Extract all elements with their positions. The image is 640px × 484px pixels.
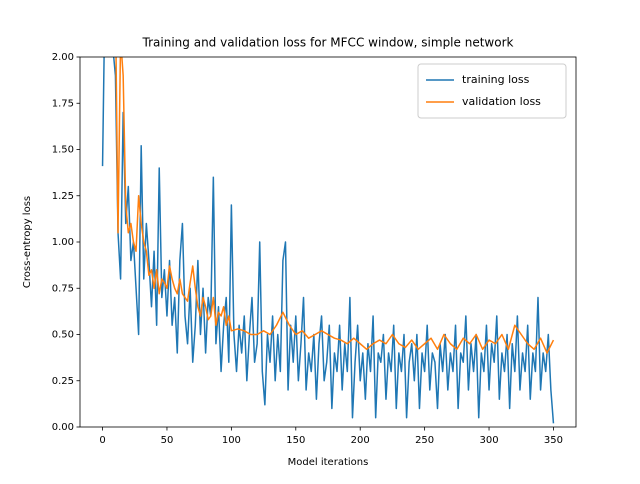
data-line [101, 57, 555, 424]
y-tick-label: 1.00 [52, 237, 74, 248]
y-tick-label: 0.00 [52, 422, 74, 433]
y-tick-label: 2.00 [52, 52, 74, 63]
x-tick-label: 0 [99, 435, 105, 446]
legend-label: training loss [462, 73, 530, 86]
legend-box [417, 63, 567, 119]
x-tick-label: 300 [479, 435, 498, 446]
x-tick-label: 150 [286, 435, 305, 446]
x-tick-label: 100 [222, 435, 241, 446]
plot-area [101, 57, 555, 424]
x-tick-label: 50 [161, 435, 174, 446]
y-tick-label: 0.25 [52, 376, 74, 387]
y-tick-label: 0.75 [52, 283, 74, 294]
y-tick-label: 1.25 [52, 191, 74, 202]
x-tick-label: 200 [351, 435, 370, 446]
y-tick-label: 1.75 [52, 98, 74, 109]
data-line [115, 57, 555, 354]
x-axis-label: Model iterations [288, 457, 369, 468]
y-axis-label: Cross-entropy loss [22, 196, 33, 288]
x-tick-label: 250 [415, 435, 434, 446]
x-tick-label: 350 [544, 435, 563, 446]
chart-title: Training and validation loss for MFCC wi… [142, 36, 514, 50]
legend-label: validation loss [462, 95, 541, 108]
y-tick-label: 1.50 [52, 145, 74, 156]
y-tick-label: 0.50 [52, 330, 74, 341]
